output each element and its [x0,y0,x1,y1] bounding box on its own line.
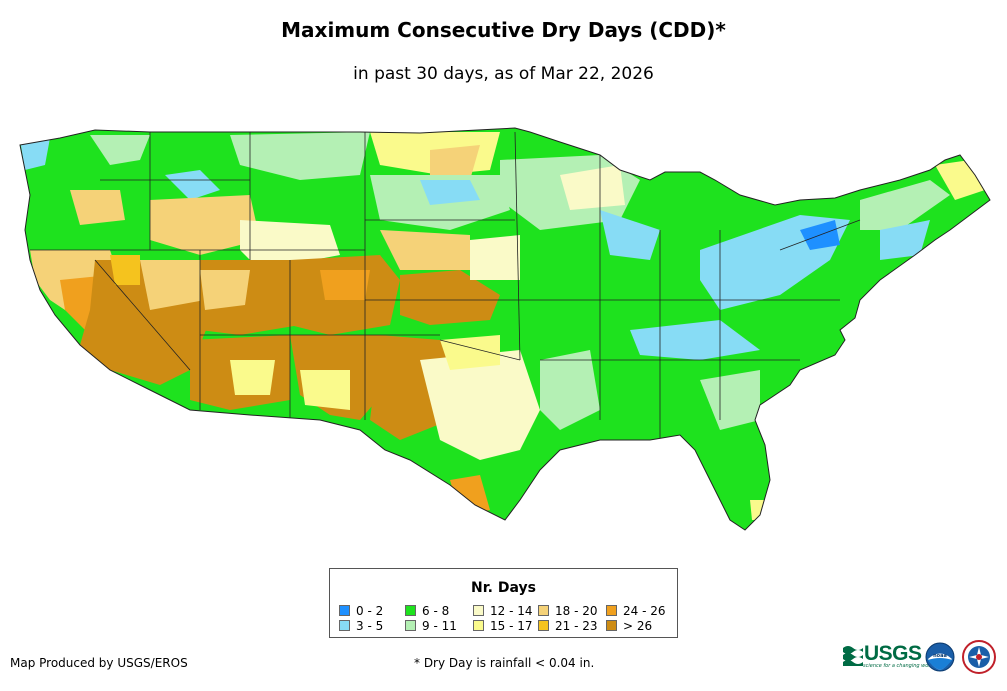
legend-swatch [473,620,484,631]
legend-swatch [339,620,350,631]
legend-label: 3 - 5 [356,619,384,633]
legend-item: 24 - 26 [606,605,666,618]
legend-label: 21 - 23 [555,619,598,633]
legend-title: Nr. Days [471,580,536,596]
legend-label: 6 - 8 [422,604,450,618]
legend-item: 9 - 11 [405,620,457,633]
legend-item: 18 - 20 [538,605,598,618]
produced-by-text: Map Produced by USGS/EROS [10,656,188,670]
legend-item: 15 - 17 [473,620,533,633]
legend-label: 15 - 17 [490,619,533,633]
legend-label: 12 - 14 [490,604,533,618]
legend-item: 3 - 5 [339,620,383,633]
usgs-tagline: science for a changing world [863,663,935,669]
legend-label: 18 - 20 [555,604,598,618]
map-subtitle: in past 30 days, as of Mar 22, 2026 [353,64,654,84]
legend-item: > 26 [606,620,652,633]
noaa-logo-text: noaa [933,653,947,659]
legend-item: 21 - 23 [538,620,598,633]
legend-label: 9 - 11 [422,619,457,633]
cdd-map [19,127,991,531]
dry-day-note: * Dry Day is rainfall < 0.04 in. [414,656,595,670]
legend-swatch [405,605,416,616]
usgs-logo-text: USGS [864,642,922,665]
usgs-logo-icon: USGS science for a changing world [843,641,935,669]
usgs-wave-icon [843,646,863,666]
legend-swatch [606,605,617,616]
legend-item: 0 - 2 [339,605,383,618]
legend-swatch [473,605,484,616]
map-title: Maximum Consecutive Dry Days (CDD)* [281,18,726,42]
legend-item: 12 - 14 [473,605,533,618]
nws-logo-icon [962,640,996,674]
legend-swatch [339,605,350,616]
legend-item: 6 - 8 [405,605,449,618]
legend-label: 24 - 26 [623,604,666,618]
noaa-logo-icon: noaa [925,642,955,672]
legend-label: 0 - 2 [356,604,384,618]
legend-label: > 26 [623,619,653,633]
legend-swatch [538,605,549,616]
legend-swatch [538,620,549,631]
legend: Nr. Days 0 - 2 3 - 5 6 - 8 9 - 11 12 - 1… [329,568,678,638]
legend-swatch [606,620,617,631]
legend-swatch [405,620,416,631]
